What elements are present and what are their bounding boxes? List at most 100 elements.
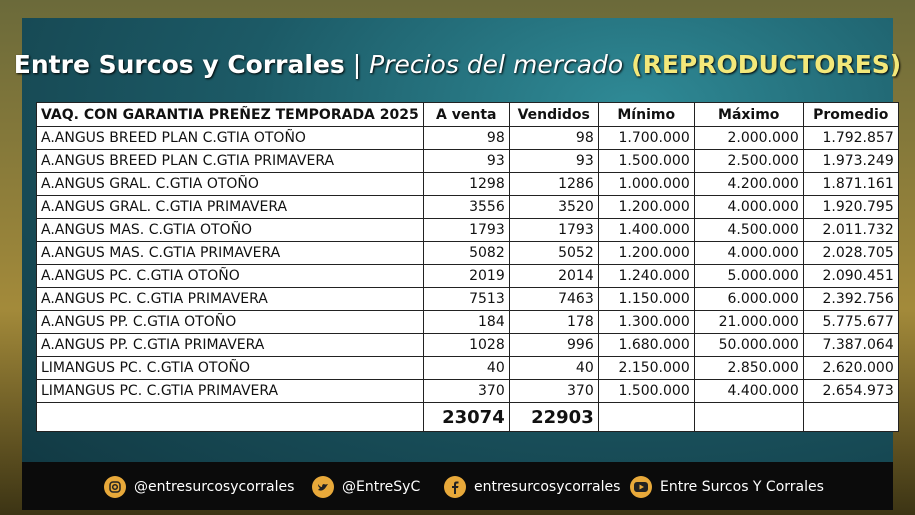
empty-cell — [802, 402, 899, 432]
value-cell: 21.000.000 — [693, 310, 804, 334]
table-row: A.ANGUS MAS. C.GTIA PRIMAVERA 5082 5052 1.2… — [36, 241, 899, 265]
value-cell: 2.392.756 — [802, 287, 899, 311]
category-cell: A.ANGUS GRAL. C.GTIA PRIMAVERA — [36, 195, 424, 219]
column-header: A venta — [422, 102, 510, 127]
value-cell: 2.654.973 — [802, 379, 899, 403]
table-row: A.ANGUS PC. C.GTIA PRIMAVERA 7513 7463 1.15… — [36, 287, 899, 311]
table-row: A.ANGUS BREED PLAN C.GTIA OTOÑO 98 98 1.700… — [36, 126, 899, 150]
value-cell: 370 — [422, 379, 510, 403]
value-cell: 5.775.677 — [802, 310, 899, 334]
youtube[interactable]: Entre Surcos Y Corrales — [630, 474, 824, 500]
brand: Entre Surcos y Corrales — [13, 50, 345, 79]
tag: (REPRODUCTORES) — [631, 50, 902, 79]
table-row: A.ANGUS PC. C.GTIA OTOÑO 2019 2014 1.240.00… — [36, 264, 899, 288]
table-row: A.ANGUS GRAL. C.GTIA PRIMAVERA 3556 3520 1.… — [36, 195, 899, 219]
value-cell: 1.700.000 — [597, 126, 695, 150]
empty-cell — [597, 402, 695, 432]
twitter[interactable]: @EntreSyC — [312, 474, 420, 500]
value-cell: 40 — [422, 356, 510, 380]
facebook-icon — [444, 476, 466, 498]
category-cell: A.ANGUS MAS. C.GTIA PRIMAVERA — [36, 241, 424, 265]
total-row: 23074 22903 — [36, 402, 899, 432]
title: Entre Surcos y Corrales | Precios del me… — [0, 50, 915, 79]
value-cell: 1.300.000 — [597, 310, 695, 334]
value-cell: 1.500.000 — [597, 149, 695, 173]
category-cell: A.ANGUS PP. C.GTIA PRIMAVERA — [36, 333, 424, 357]
value-cell: 2.011.732 — [802, 218, 899, 242]
table-row: A.ANGUS GRAL. C.GTIA OTOÑO 1298 1286 1.000.… — [36, 172, 899, 196]
value-cell: 2.000.000 — [693, 126, 804, 150]
value-cell: 4.000.000 — [693, 241, 804, 265]
value-cell: 1.973.249 — [802, 149, 899, 173]
value-cell: 1.500.000 — [597, 379, 695, 403]
youtube-channel: Entre Surcos Y Corrales — [660, 479, 824, 495]
value-cell: 2.500.000 — [693, 149, 804, 173]
table-row: LIMANGUS PC. C.GTIA OTOÑO 40 40 2.150.000 2.… — [36, 356, 899, 380]
value-cell: 4.000.000 — [693, 195, 804, 219]
youtube-icon — [630, 476, 652, 498]
category-cell: A.ANGUS PC. C.GTIA PRIMAVERA — [36, 287, 424, 311]
column-header: Máximo — [693, 102, 804, 127]
value-cell: 184 — [422, 310, 510, 334]
twitter-handle: @EntreSyC — [342, 479, 421, 495]
table-row: A.ANGUS PP. C.GTIA OTOÑO 184 178 1.300.000 2… — [36, 310, 899, 334]
total-cell: 23074 — [422, 402, 510, 432]
value-cell: 2019 — [422, 264, 510, 288]
column-header: Promedio — [802, 102, 899, 127]
price-table: VAQ. CON GARANTIA PREÑEZ TEMPORADA 2025 A… — [36, 102, 899, 432]
column-header: VAQ. CON GARANTIA PREÑEZ TEMPORADA 2025 — [36, 102, 424, 127]
instagram[interactable]: @entresurcosycorrales — [104, 474, 294, 500]
value-cell: 1.400.000 — [597, 218, 695, 242]
category-cell: A.ANGUS BREED PLAN C.GTIA OTOÑO — [36, 126, 424, 150]
column-header: Vendidos — [508, 102, 599, 127]
table-row: A.ANGUS PP. C.GTIA PRIMAVERA 1028 996 1.680… — [36, 333, 899, 357]
value-cell: 7463 — [508, 287, 599, 311]
column-header: Mínimo — [597, 102, 695, 127]
header-row: VAQ. CON GARANTIA PREÑEZ TEMPORADA 2025 A… — [36, 102, 899, 127]
value-cell: 4.500.000 — [693, 218, 804, 242]
table-row: LIMANGUS PC. C.GTIA PRIMAVERA 370 370 1.500… — [36, 379, 899, 403]
value-cell: 93 — [422, 149, 510, 173]
value-cell: 1.871.161 — [802, 172, 899, 196]
value-cell: 3520 — [508, 195, 599, 219]
value-cell: 1.000.000 — [597, 172, 695, 196]
facebook[interactable]: entresurcosycorrales — [444, 474, 620, 500]
separator: | — [352, 50, 362, 79]
value-cell: 2.150.000 — [597, 356, 695, 380]
value-cell: 178 — [508, 310, 599, 334]
value-cell: 2.850.000 — [693, 356, 804, 380]
value-cell: 5082 — [422, 241, 510, 265]
table-row: A.ANGUS BREED PLAN C.GTIA PRIMAVERA 93 93 1… — [36, 149, 899, 173]
value-cell: 40 — [508, 356, 599, 380]
twitter-icon — [312, 476, 334, 498]
value-cell: 5052 — [508, 241, 599, 265]
value-cell: 5.000.000 — [693, 264, 804, 288]
category-cell: A.ANGUS BREED PLAN C.GTIA PRIMAVERA — [36, 149, 424, 173]
value-cell: 2014 — [508, 264, 599, 288]
subtitle: Precios del mercado — [369, 50, 624, 79]
value-cell: 1286 — [508, 172, 599, 196]
category-cell: A.ANGUS MAS. C.GTIA OTOÑO — [36, 218, 424, 242]
value-cell: 1.200.000 — [597, 241, 695, 265]
empty-cell — [693, 402, 804, 432]
category-cell: A.ANGUS PP. C.GTIA OTOÑO — [36, 310, 424, 334]
empty-cell — [36, 402, 424, 432]
value-cell: 98 — [508, 126, 599, 150]
value-cell: 98 — [422, 126, 510, 150]
value-cell: 1793 — [508, 218, 599, 242]
instagram-handle: @entresurcosycorrales — [134, 479, 295, 495]
value-cell: 4.200.000 — [693, 172, 804, 196]
icon — [109, 481, 121, 493]
value-cell: 1.240.000 — [597, 264, 695, 288]
value-cell: 1793 — [422, 218, 510, 242]
value-cell: 50.000.000 — [693, 333, 804, 357]
value-cell: 370 — [508, 379, 599, 403]
value-cell: 3556 — [422, 195, 510, 219]
table-row: A.ANGUS MAS. C.GTIA OTOÑO 1793 1793 1.400.0… — [36, 218, 899, 242]
value-cell: 2.028.705 — [802, 241, 899, 265]
value-cell: 93 — [508, 149, 599, 173]
value-cell: 7513 — [422, 287, 510, 311]
category-cell: A.ANGUS PC. C.GTIA OTOÑO — [36, 264, 424, 288]
value-cell: 1.920.795 — [802, 195, 899, 219]
